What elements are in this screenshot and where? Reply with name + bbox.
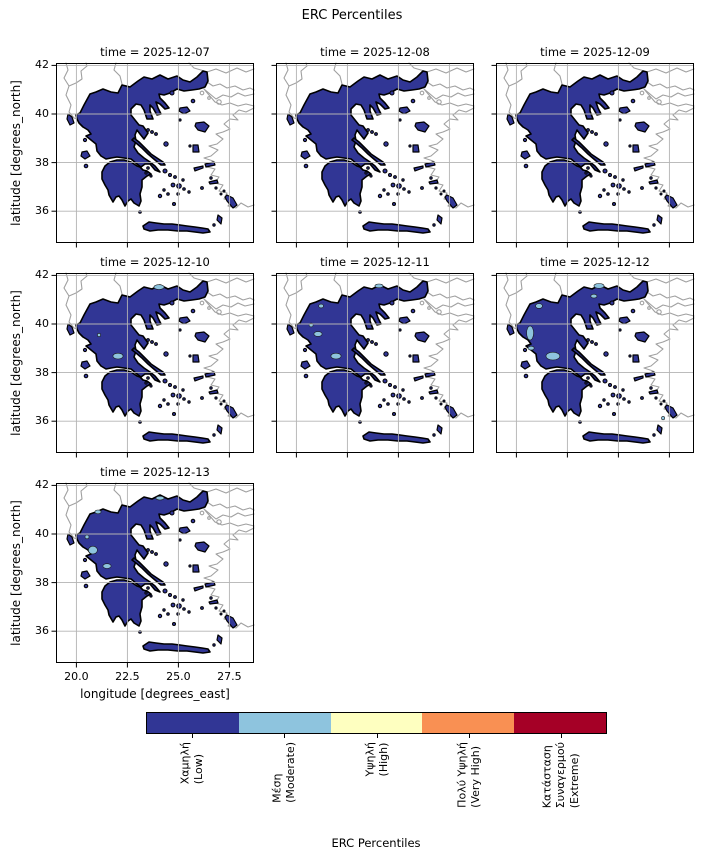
- colorbar-tick-label-text: Πολύ Υψηλή (Very High): [454, 742, 482, 808]
- x-axis-label: longitude [degrees_east]: [80, 687, 230, 701]
- colorbar-tick: [468, 734, 470, 738]
- y-tick-label: 38: [35, 575, 49, 589]
- colorbar-tick-label: Πολύ Υψηλή (Very High): [455, 742, 483, 808]
- axis-ticks: [271, 274, 450, 458]
- axis-ticks: [51, 484, 230, 668]
- y-tick-label: 38: [35, 155, 49, 169]
- moderate-patches: [97, 284, 165, 360]
- y-tick-label: 42: [35, 58, 49, 72]
- panel-title: time = 2025-12-09: [540, 45, 650, 59]
- gridlines: [56, 483, 254, 663]
- greece-landmass: [286, 70, 458, 234]
- colorbar-tick-label: Κατάσταση Συναγερμού (Extreme): [540, 742, 581, 808]
- colorbar: [146, 712, 607, 734]
- gridlines: [496, 273, 694, 453]
- y-tick-label: 36: [35, 204, 49, 218]
- panel-frame: [276, 63, 474, 243]
- moderate-patches: [526, 283, 666, 421]
- y-tick-label: 40: [35, 317, 49, 331]
- panel-frame: [56, 483, 254, 663]
- y-axis-label: latitude [degrees_north]: [9, 290, 23, 436]
- axis-ticks: [491, 64, 670, 248]
- colorbar-tick-label: Υψηλή (High): [363, 742, 391, 776]
- map-panel: [271, 62, 475, 248]
- y-tick-label: 40: [35, 107, 49, 121]
- colorbar-segment: [238, 713, 331, 733]
- panel-title: time = 2025-12-08: [320, 45, 430, 59]
- x-tick-label: 22.5: [115, 670, 140, 683]
- colorbar-segment: [514, 713, 606, 733]
- colorbar-tick: [192, 734, 194, 738]
- colorbar-segment: [422, 713, 515, 733]
- panel-title: time = 2025-12-10: [100, 255, 210, 269]
- greece-landmass: [66, 70, 238, 234]
- panel-title: time = 2025-12-11: [320, 255, 430, 269]
- panel-frame: [496, 63, 694, 243]
- map-panel: [271, 272, 475, 458]
- panel-title: time = 2025-12-12: [540, 255, 650, 269]
- map-panel: [491, 62, 695, 248]
- colorbar-tick-label-text: Μέση (Moderate): [270, 742, 298, 803]
- axis-ticks: [51, 64, 230, 248]
- colorbar-tick-label: Μέση (Moderate): [271, 742, 299, 803]
- y-tick-label: 36: [35, 414, 49, 428]
- colorbar-tick: [376, 734, 378, 738]
- x-tick-label: 25.0: [166, 670, 191, 683]
- x-tick-label: 20.0: [64, 670, 89, 683]
- colorbar-title: ERC Percentiles: [331, 836, 421, 850]
- gridlines: [276, 273, 474, 453]
- panel-frame: [56, 63, 254, 243]
- colorbar-tick-label: Χαμηλή (Low): [178, 742, 206, 784]
- colorbar-tick-label-text: Χαμηλή (Low): [178, 742, 206, 785]
- colorbar-tick: [560, 734, 562, 738]
- y-tick-label: 36: [35, 624, 49, 638]
- axis-ticks: [491, 274, 670, 458]
- map-panel: [51, 62, 255, 248]
- gridlines: [56, 63, 254, 243]
- neighbor-coastlines: [63, 482, 255, 629]
- panel-title: time = 2025-12-13: [100, 465, 210, 479]
- x-tick-label: 27.5: [217, 670, 242, 683]
- y-axis-label: latitude [degrees_north]: [9, 500, 23, 646]
- figure-title: ERC Percentiles: [301, 8, 403, 23]
- colorbar-segment: [147, 713, 239, 733]
- panel-frame: [496, 273, 694, 453]
- panel-title: time = 2025-12-07: [100, 45, 210, 59]
- axis-ticks: [271, 64, 450, 248]
- gridlines: [276, 63, 474, 243]
- moderate-patches: [84, 495, 165, 569]
- greece-landmass: [286, 280, 458, 444]
- panel-frame: [56, 273, 254, 453]
- moderate-patches: [308, 283, 384, 360]
- y-axis-label: latitude [degrees_north]: [9, 80, 23, 226]
- y-tick-label: 40: [35, 527, 49, 541]
- colorbar-tick-label-text: Κατάσταση Συναγερμού (Extreme): [540, 742, 581, 809]
- colorbar-tick: [284, 734, 286, 738]
- panel-frame: [276, 273, 474, 453]
- greece-landmass: [506, 70, 678, 234]
- y-tick-label: 38: [35, 365, 49, 379]
- gridlines: [496, 63, 694, 243]
- gridlines: [56, 273, 254, 453]
- y-tick-label: 42: [35, 478, 49, 492]
- neighbor-coastlines: [503, 62, 695, 209]
- axis-ticks: [51, 274, 230, 458]
- colorbar-segment: [330, 713, 423, 733]
- map-panel: [51, 272, 255, 458]
- y-tick-label: 42: [35, 268, 49, 282]
- greece-landmass: [66, 280, 238, 444]
- map-panel: [491, 272, 695, 458]
- map-panel: [51, 482, 255, 668]
- colorbar-tick-label-text: Υψηλή (High): [362, 742, 390, 777]
